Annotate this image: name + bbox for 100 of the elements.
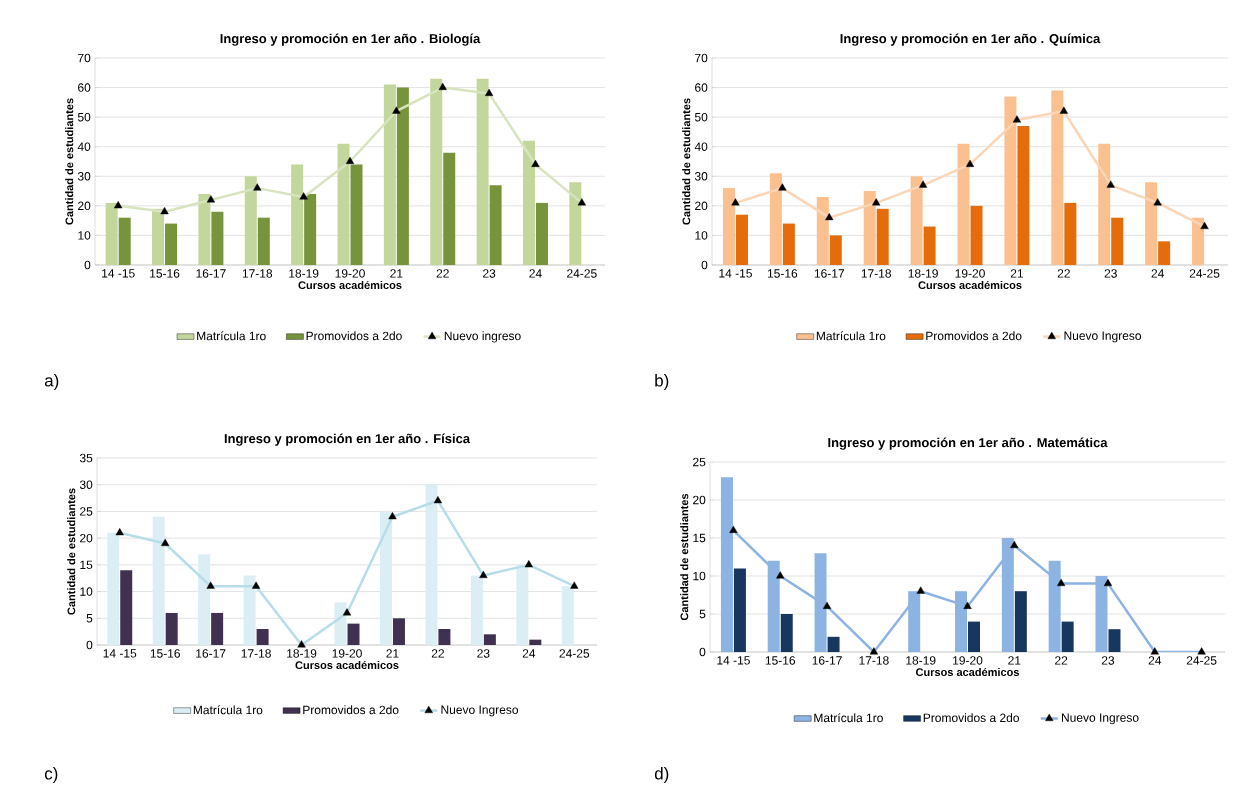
y-axis-title: Cantidad de estudiantes bbox=[680, 493, 689, 621]
legend-label: Matrícula 1ro bbox=[197, 331, 266, 341]
y-tick-label: 10 bbox=[80, 587, 93, 596]
x-tick-label: 16-17 bbox=[812, 656, 842, 665]
bar bbox=[165, 223, 178, 265]
x-tick-label: 14 -15 bbox=[103, 649, 137, 658]
y-tick-label: 40 bbox=[77, 142, 91, 151]
x-axis-title: Cursos académicos bbox=[916, 667, 1020, 677]
bar bbox=[198, 194, 211, 265]
x-tick-label: 22 bbox=[436, 269, 449, 278]
y-tick-label: 30 bbox=[694, 172, 708, 181]
y-tick-label: 5 bbox=[86, 614, 93, 623]
legend-label: Promovidos a 2do bbox=[926, 331, 1022, 341]
bar bbox=[1051, 90, 1064, 265]
x-tick-label: 21 bbox=[1008, 656, 1021, 665]
y-tick-label: 10 bbox=[693, 571, 706, 581]
y-tick-label: 20 bbox=[693, 495, 706, 505]
chart-title: Ingreso y promoción en 1er año . Física bbox=[224, 433, 471, 446]
bar bbox=[392, 618, 405, 645]
x-tick-label: 17-18 bbox=[861, 269, 892, 278]
bar bbox=[957, 143, 970, 265]
legend-label: Matrícula 1ro bbox=[816, 331, 886, 341]
x-tick-label: 15-16 bbox=[765, 656, 796, 665]
x-axis-title: Cursos académicos bbox=[298, 280, 402, 290]
x-tick-label: 22 bbox=[1057, 269, 1070, 278]
y-tick-label: 0 bbox=[86, 640, 93, 650]
bar bbox=[425, 484, 438, 645]
bar bbox=[910, 176, 923, 265]
y-tick-label: 20 bbox=[78, 201, 91, 211]
bar bbox=[722, 188, 735, 265]
x-tick-label: 21 bbox=[390, 269, 403, 278]
x-tick-label: 18-19 bbox=[289, 269, 319, 278]
bar bbox=[443, 152, 456, 265]
legend-label: Promovidos a 2do bbox=[303, 705, 399, 715]
bar bbox=[120, 570, 133, 645]
x-tick-label: 24 bbox=[1151, 269, 1164, 278]
bar bbox=[483, 634, 496, 645]
bar bbox=[923, 226, 936, 265]
bar bbox=[1004, 96, 1017, 265]
bar bbox=[782, 223, 795, 265]
bar bbox=[304, 194, 317, 265]
legend-label: Matrícula 1ro bbox=[193, 705, 263, 715]
x-tick-label: 15-16 bbox=[767, 269, 798, 278]
y-tick-label: 50 bbox=[694, 112, 708, 122]
y-tick-label: 0 bbox=[701, 260, 708, 270]
bar bbox=[489, 185, 502, 265]
y-tick-label: 10 bbox=[78, 231, 91, 240]
text: c) bbox=[44, 767, 58, 783]
x-tick-label: 24 bbox=[522, 649, 536, 658]
x-tick-label: 17-18 bbox=[859, 656, 889, 665]
bar bbox=[876, 208, 889, 265]
bar bbox=[733, 568, 746, 652]
y-tick-label: 15 bbox=[80, 560, 93, 570]
y-tick-label: 25 bbox=[80, 507, 93, 516]
x-tick-label: 22 bbox=[1055, 656, 1068, 665]
x-tick-label: 14 -15 bbox=[717, 656, 750, 665]
x-tick-label: 17-18 bbox=[242, 269, 273, 278]
bar bbox=[970, 205, 983, 265]
bar bbox=[1108, 629, 1121, 652]
bar bbox=[780, 614, 793, 652]
bar bbox=[1061, 621, 1074, 652]
y-tick-label: 0 bbox=[84, 260, 91, 270]
x-tick-label: 19-20 bbox=[953, 656, 983, 665]
bar bbox=[430, 78, 443, 265]
bar bbox=[243, 575, 256, 645]
x-tick-label: 15-16 bbox=[150, 649, 180, 658]
x-tick-label: 24-25 bbox=[1189, 269, 1220, 278]
bar bbox=[827, 636, 840, 652]
bar bbox=[291, 164, 304, 265]
y-tick-label: 40 bbox=[694, 142, 708, 151]
x-tick-label: 19-20 bbox=[335, 269, 365, 278]
x-tick-label: 16-17 bbox=[814, 269, 845, 278]
bar bbox=[198, 554, 211, 645]
bar bbox=[337, 143, 350, 265]
x-tick-label: 23 bbox=[1101, 656, 1115, 665]
y-tick-label: 35 bbox=[79, 453, 93, 463]
bar bbox=[1111, 217, 1124, 265]
bar bbox=[118, 217, 131, 265]
y-tick-label: 15 bbox=[693, 533, 706, 543]
bar bbox=[152, 208, 165, 265]
bar bbox=[256, 628, 269, 645]
bar bbox=[816, 196, 829, 265]
bar bbox=[105, 202, 118, 265]
x-axis-title: Cursos académicos bbox=[918, 280, 1022, 290]
bar bbox=[107, 532, 120, 645]
x-tick-label: 24-25 bbox=[559, 649, 590, 658]
bar bbox=[438, 628, 451, 645]
bar bbox=[769, 173, 782, 265]
legend-label: Promovidos a 2do bbox=[306, 331, 402, 341]
x-tick-label: 14 -15 bbox=[102, 269, 135, 278]
y-axis-title: Cantidad de estudiantes bbox=[682, 98, 691, 225]
bar bbox=[165, 612, 178, 645]
x-tick-label: 23 bbox=[477, 649, 490, 658]
bar bbox=[211, 211, 224, 265]
x-tick-label: 16-17 bbox=[196, 649, 226, 658]
x-axis-title: Cursos académicos bbox=[295, 660, 399, 670]
chart-title: Ingreso y promoción en 1er año . Biología bbox=[220, 33, 481, 46]
y-tick-label: 70 bbox=[695, 53, 708, 63]
bar bbox=[1014, 591, 1027, 652]
y-axis-title: Cantidad de estudiantes bbox=[67, 488, 76, 615]
